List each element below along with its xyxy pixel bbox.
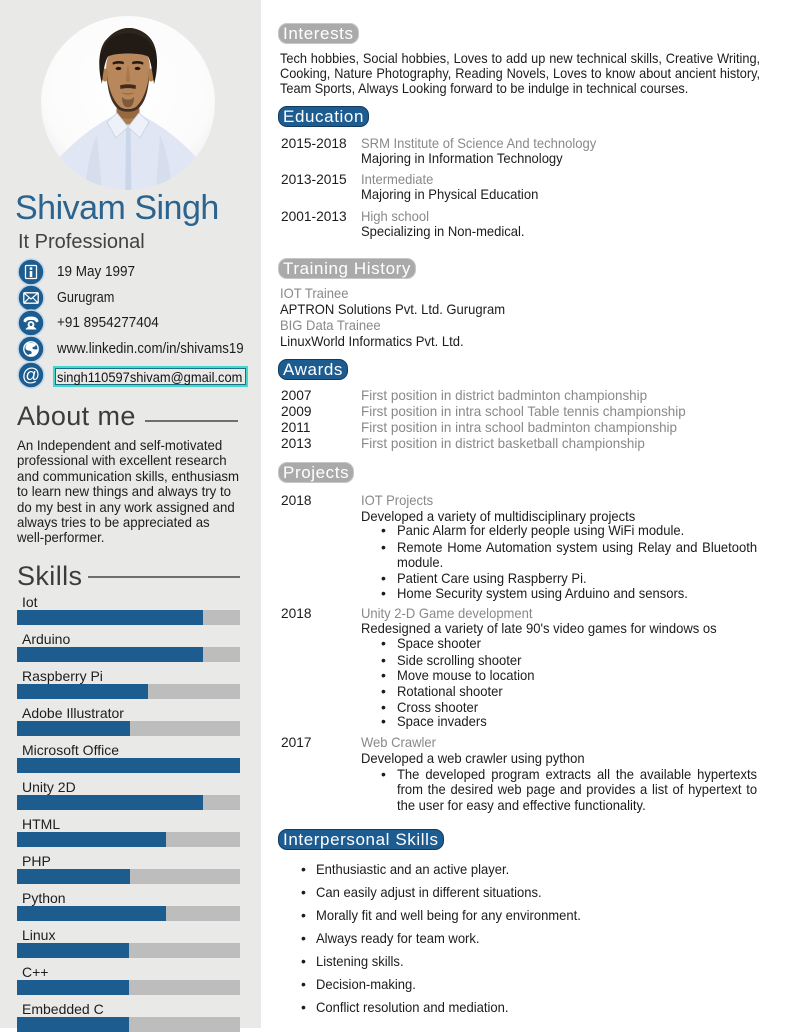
svg-text:@: @ [22,365,40,385]
